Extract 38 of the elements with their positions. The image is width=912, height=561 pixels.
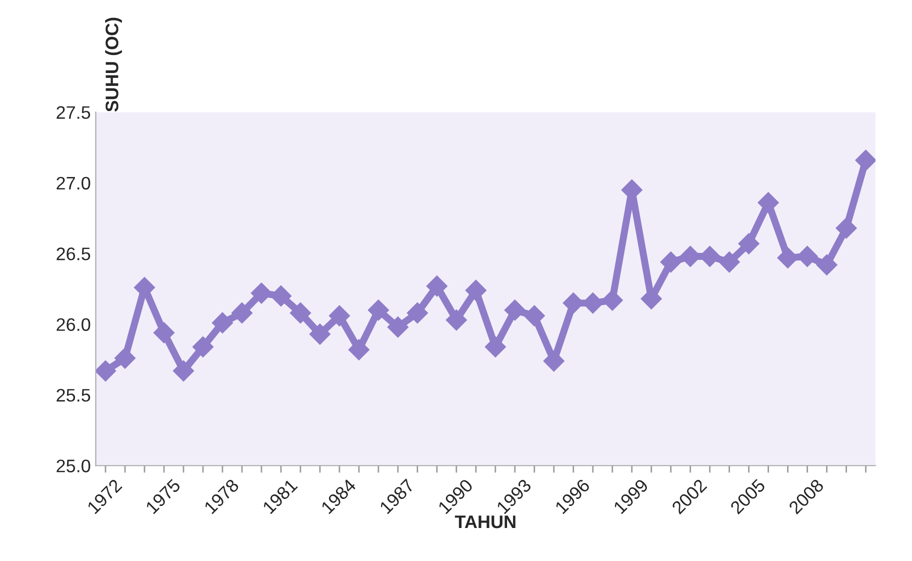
point — [309, 323, 331, 345]
point — [524, 304, 546, 327]
point — [426, 275, 448, 297]
point — [602, 289, 624, 312]
point — [738, 232, 760, 254]
point — [854, 149, 876, 172]
point — [368, 299, 390, 321]
point — [348, 338, 370, 361]
point — [212, 312, 234, 334]
point — [660, 251, 682, 273]
point — [406, 302, 428, 324]
point — [543, 350, 565, 372]
point — [835, 217, 858, 239]
point — [504, 299, 526, 321]
y-tick-label: 25.5 — [56, 388, 90, 402]
point — [290, 302, 312, 324]
y-tick-label: 26.0 — [56, 318, 90, 331]
point — [192, 336, 214, 358]
point — [758, 192, 780, 214]
point — [718, 251, 740, 273]
y-tick-label: 26.5 — [56, 248, 90, 260]
point — [328, 304, 350, 327]
point — [153, 322, 175, 344]
x-axis-title: TAHUN — [454, 516, 516, 528]
point — [96, 360, 116, 382]
point — [114, 347, 136, 369]
y-tick-label: 25.0 — [56, 460, 90, 472]
point — [387, 316, 409, 338]
point — [446, 309, 468, 331]
y-tick-label: 27.5 — [56, 106, 90, 119]
point — [270, 285, 292, 307]
point — [816, 254, 838, 276]
point — [465, 280, 487, 302]
point — [484, 336, 506, 358]
point — [172, 360, 194, 382]
y-tick-label: 27.0 — [56, 176, 90, 190]
point — [231, 302, 253, 324]
y-axis-title: SUHU (OC) — [105, 18, 122, 112]
